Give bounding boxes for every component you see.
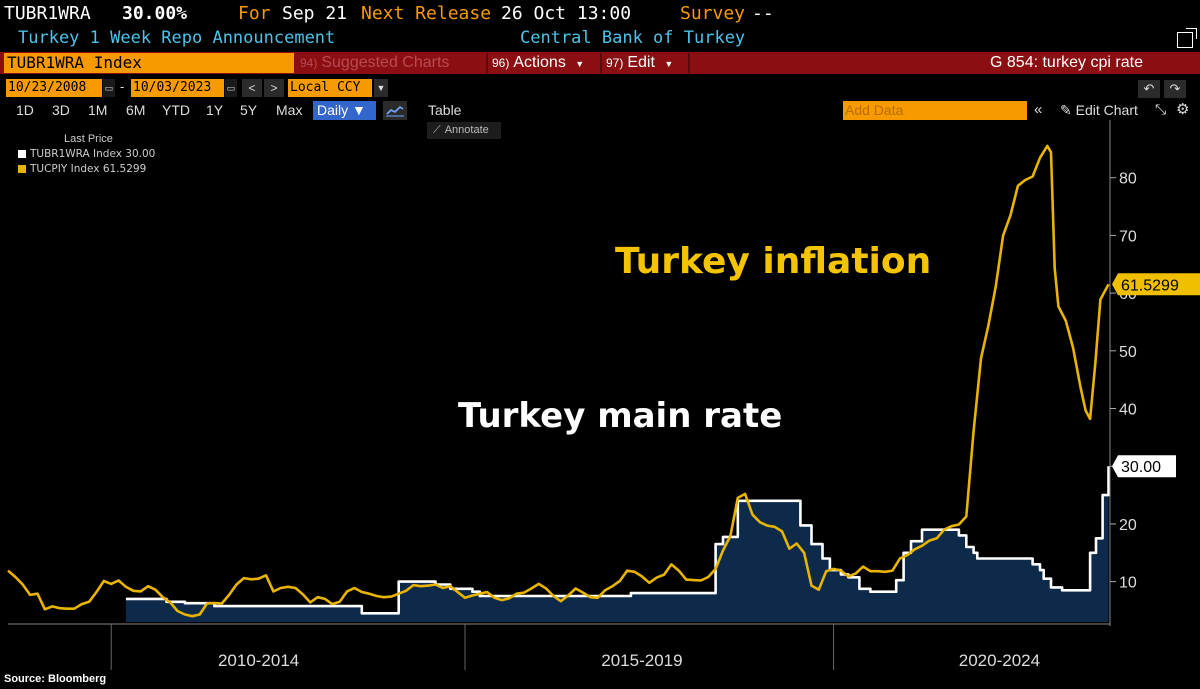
period-5y[interactable]: 5Y — [240, 102, 258, 118]
redo-icon[interactable]: ↷ — [1164, 80, 1186, 98]
chevron-down-icon[interactable]: ▼ — [374, 79, 388, 97]
chevron-down-icon: ▼ — [575, 59, 585, 69]
edit-label: Edit — [627, 54, 655, 71]
frequency-select[interactable]: Daily ▼ — [313, 101, 376, 120]
chart-lines — [7, 144, 1110, 618]
security-description-row: Turkey 1 Week Repo Announcement Central … — [0, 28, 1200, 50]
next-arrow-icon[interactable]: > — [264, 79, 284, 97]
gear-icon[interactable]: ⚙ — [1176, 101, 1190, 118]
suggested-num: 94) — [300, 56, 318, 70]
survey-label: Survey — [680, 3, 746, 24]
pencil-icon: ⟋ — [433, 124, 441, 136]
actions-num: 96) — [492, 56, 510, 70]
rate-area-fill — [125, 466, 1109, 622]
inflation-annotation: Turkey inflation — [615, 241, 932, 282]
next-release-date: 26 Oct 13:00 — [501, 3, 632, 24]
function-label: G 854: turkey cpi rate — [990, 54, 1143, 71]
chart-legend: Last Price TUBR1WRA Index 30.00 TUCPIY I… — [14, 131, 184, 179]
survey-value: -- — [752, 3, 774, 24]
suggested-label: Suggested Charts — [321, 54, 450, 71]
actions-menu[interactable]: 96) Actions ▼ — [492, 53, 598, 73]
period-1m[interactable]: 1M — [88, 102, 108, 118]
source-org: Central Bank of Turkey — [520, 28, 746, 48]
legend-label: TUBR1WRA Index 30.00 — [30, 148, 156, 160]
legend-item-inflation: TUCPIY Index 61.5299 — [18, 163, 146, 175]
calendar-icon[interactable]: ▭ — [103, 79, 115, 97]
x-tick-label: 2020-2024 — [959, 651, 1040, 670]
y-tick-label: 10 — [1119, 575, 1137, 592]
suggested-charts-button[interactable]: 94) Suggested Charts — [300, 53, 484, 73]
edit-menu[interactable]: 97) Edit ▼ — [606, 53, 686, 73]
resize-icon[interactable]: ⤡ — [1155, 101, 1167, 117]
toolbar-divider — [486, 53, 488, 73]
actions-label: Actions — [513, 54, 566, 71]
calendar-icon[interactable]: ▭ — [225, 79, 237, 97]
last-value-tag — [1112, 455, 1176, 478]
period-6m[interactable]: 6M — [126, 102, 146, 118]
end-date-input[interactable]: 10/03/2023 — [131, 79, 224, 97]
last-value-tag — [1112, 273, 1200, 296]
rate-annotation: Turkey main rate — [458, 396, 783, 436]
legend-swatch — [18, 150, 26, 158]
popout-icon[interactable] — [1177, 28, 1197, 48]
period-1d[interactable]: 1D — [16, 102, 34, 118]
rate-line — [125, 466, 1110, 615]
period-1y[interactable]: 1Y — [206, 102, 224, 118]
legend-swatch — [18, 165, 26, 173]
edit-num: 97) — [606, 56, 624, 70]
legend-header: Last Price — [64, 133, 113, 145]
toolbar-divider — [688, 53, 690, 73]
toolbar-divider — [600, 53, 602, 73]
y-tick-label: 50 — [1119, 344, 1137, 361]
rate-area — [125, 466, 1109, 622]
period-ytd[interactable]: YTD — [162, 102, 190, 118]
y-tick-label: 80 — [1119, 171, 1137, 188]
legend-label: TUCPIY Index 61.5299 — [30, 163, 147, 175]
security-header: TUBR1WRA 30.00% For Sep 21 Next Release … — [0, 0, 1200, 28]
add-data-input[interactable]: Add Data — [843, 101, 1027, 120]
prev-arrow-icon[interactable]: < — [242, 79, 262, 97]
for-label: For — [238, 3, 271, 24]
edit-chart-button[interactable]: ✎ Edit Chart — [1060, 101, 1138, 120]
x-tick-label: 2015-2019 — [601, 651, 682, 670]
chevron-down-icon: ▼ — [664, 59, 674, 69]
period-3d[interactable]: 3D — [52, 102, 70, 118]
line-chart-icon[interactable] — [383, 101, 407, 120]
last-value-label: 61.5299 — [1121, 277, 1179, 294]
inflation-line — [7, 144, 1110, 618]
period-max[interactable]: Max — [276, 102, 303, 118]
source-note: Source: Bloomberg — [4, 673, 107, 685]
last-value: 30.00% — [122, 3, 188, 24]
for-date: Sep 21 — [282, 3, 348, 24]
y-tick-label: 20 — [1119, 517, 1137, 534]
start-date-input[interactable]: 10/23/2008 — [6, 79, 102, 97]
undo-icon[interactable]: ↶ — [1138, 80, 1160, 98]
table-button[interactable]: Table — [428, 102, 462, 118]
currency-select[interactable]: Local CCY — [288, 79, 372, 97]
edit-chart-label: Edit Chart — [1075, 102, 1138, 118]
legend-item-rate: TUBR1WRA Index 30.00 — [18, 148, 155, 160]
pencil-icon: ✎ — [1060, 102, 1072, 118]
annotate-label: Annotate — [444, 124, 489, 136]
next-release-label: Next Release — [361, 3, 492, 24]
y-tick-label: 40 — [1119, 402, 1137, 419]
y-tick-label: 70 — [1119, 228, 1137, 245]
security-input[interactable]: TUBR1WRA Index — [4, 53, 294, 73]
ticker: TUBR1WRA — [4, 3, 91, 24]
description: Turkey 1 Week Repo Announcement — [18, 28, 336, 48]
collapse-icon[interactable]: « — [1034, 101, 1043, 118]
date-dash: - — [120, 79, 125, 94]
x-tick-label: 2010-2014 — [218, 651, 299, 670]
last-value-label: 30.00 — [1121, 459, 1161, 476]
annotate-button[interactable]: ⟋ Annotate — [427, 122, 501, 139]
x-axis: 2010-2014 2015-2019 2020-2024 — [110, 624, 1040, 670]
